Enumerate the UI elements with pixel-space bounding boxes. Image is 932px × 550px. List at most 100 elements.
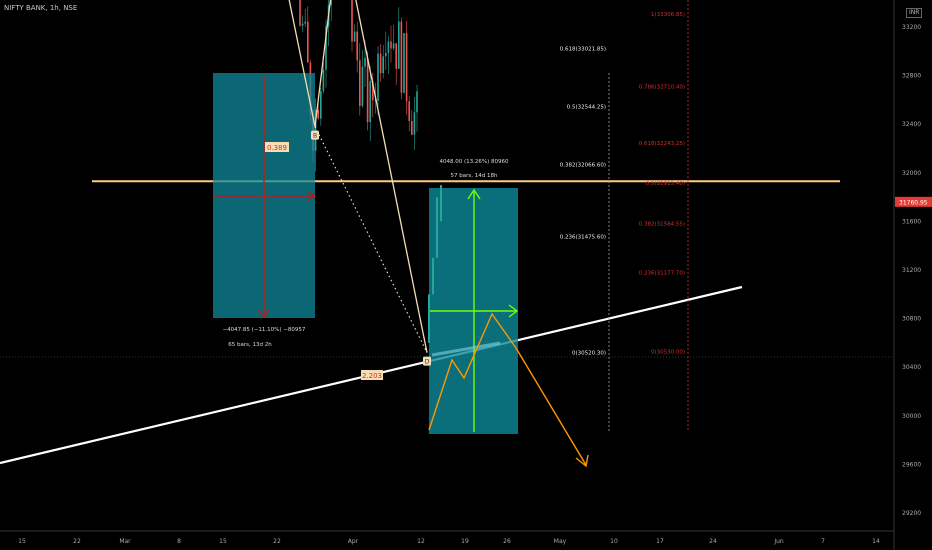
ratio-1: 2.203 <box>362 372 382 380</box>
candle-body-158 <box>411 120 413 135</box>
pattern-point-B-badge <box>311 130 319 140</box>
symbol-label: NIFTY BANK, 1h, NSE <box>4 4 78 12</box>
candle-body-124 <box>322 69 325 92</box>
pattern-bd-dotted <box>314 126 428 353</box>
candle-body-123 <box>320 91 322 119</box>
price-tick-13: 32400 <box>902 121 921 128</box>
currency-badge[interactable]: INR <box>906 8 923 18</box>
current-price-label: 31760.95 <box>899 199 928 206</box>
candle-body-147 <box>382 56 384 74</box>
recent-candle-0 <box>428 294 430 343</box>
measure-down-text: −4047.85 (−11.10%) −80957 <box>223 327 306 333</box>
ratio-badge-1 <box>361 370 383 380</box>
candle-body-125 <box>325 26 327 70</box>
time-label-9: 26 <box>503 538 511 545</box>
measure-up-right-arrow <box>508 304 519 318</box>
candle-body-116 <box>301 23 304 26</box>
candle-body-117 <box>304 21 306 24</box>
price-tick-19: 30000 <box>902 413 921 420</box>
measure-down-arrow <box>257 308 271 319</box>
measure-up-text: 4048.00 (13.26%) 80960 <box>440 159 510 165</box>
pattern-point-D-badge <box>423 356 431 366</box>
candle-body-160 <box>416 91 418 113</box>
ratio-0: 0.389 <box>267 144 287 152</box>
time-label-5: 22 <box>273 538 281 545</box>
candle-body-150 <box>390 41 392 49</box>
price-tick-11: 33200 <box>902 24 921 31</box>
candle-body-140 <box>364 57 366 67</box>
time-label-7: 12 <box>417 538 425 545</box>
candle-body-138 <box>359 60 361 106</box>
candle-body-135 <box>351 0 353 42</box>
candle-body-139 <box>361 66 364 106</box>
recent-candle-1 <box>432 257 434 295</box>
pattern-point-D: D <box>425 359 430 366</box>
fib-primary-5: 0.382(32066.60) <box>560 163 606 169</box>
price-tick-20: 29600 <box>902 461 921 468</box>
time-label-3: 8 <box>177 538 181 545</box>
time-label-4: 15 <box>219 538 227 545</box>
recent-candle-3 <box>440 184 442 222</box>
pattern-point-B: B <box>313 133 317 140</box>
price-tick-12: 32800 <box>902 73 921 80</box>
price-tick-15: 31600 <box>902 218 921 225</box>
current-price-badge <box>895 196 932 207</box>
time-label-10: May <box>554 538 567 545</box>
candle-body-144 <box>374 100 377 102</box>
pattern-leg-0 <box>288 0 316 127</box>
price-tick-18: 30400 <box>902 364 921 371</box>
candle-body-155 <box>403 33 405 93</box>
fib-secondary-2: 0.786(32710.40) <box>639 84 685 90</box>
price-tick-16: 31200 <box>902 267 921 274</box>
time-label-8: 19 <box>461 538 469 545</box>
candle-body-137 <box>356 31 358 61</box>
candle-body-127 <box>330 0 332 6</box>
candle-body-121 <box>314 109 317 151</box>
projection-arrow <box>575 454 589 468</box>
fib-secondary-7: 0(30530.00) <box>651 349 685 355</box>
ratio-badge-0 <box>265 142 289 152</box>
time-label-6: Apr <box>348 538 359 545</box>
candle-body-151 <box>392 43 395 49</box>
price-tick-14: 32000 <box>902 170 921 177</box>
time-label-16: 14 <box>872 538 880 545</box>
time-label-13: 24 <box>709 538 717 545</box>
measure-up-bars: 57 bars, 14d 18h <box>451 173 498 179</box>
time-label-2: Mar <box>119 538 131 545</box>
recovery-ribbon <box>431 341 501 357</box>
time-label-11: 10 <box>610 538 618 545</box>
candle-body-157 <box>408 101 410 121</box>
candle-body-159 <box>413 112 416 135</box>
fib-secondary-6: 0.236(31177.70) <box>639 271 685 277</box>
candle-body-153 <box>398 21 400 69</box>
fib-primary-6: 0.236(31475.60) <box>560 235 606 241</box>
candle-body-122 <box>317 109 319 119</box>
pattern-leg-2 <box>355 0 428 353</box>
time-label-1: 22 <box>73 538 81 545</box>
candle-body-142 <box>369 81 371 123</box>
candle-body-146 <box>379 53 382 74</box>
candle-body-143 <box>372 81 374 101</box>
candle-body-118 <box>307 21 309 63</box>
fib-secondary-3: 0.618(32243.25) <box>639 141 685 147</box>
fib-secondary-4: 0.5(31915.40) <box>646 181 685 187</box>
fib-secondary-5: 0.382(31584.55) <box>639 221 685 227</box>
candle-body-154 <box>400 21 403 93</box>
price-tick-21: 29200 <box>902 510 921 517</box>
fib-primary-7: 0(30520.30) <box>572 351 606 357</box>
time-label-0: 15 <box>18 538 26 545</box>
candle-body-136 <box>353 31 356 42</box>
candle-body-156 <box>405 33 408 102</box>
candle-body-148 <box>385 52 387 57</box>
candle-body-152 <box>395 43 397 69</box>
candle-body-149 <box>387 41 390 53</box>
measure-right-arrow <box>306 190 317 202</box>
measure-up-arrow <box>467 188 481 200</box>
fib-primary-4: 0.5(32544.25) <box>567 105 606 111</box>
pattern-leg-1 <box>314 0 332 127</box>
fib-secondary-1: 1(33306.85) <box>651 12 685 18</box>
time-label-12: 17 <box>656 538 664 545</box>
candle-body-115 <box>299 0 301 26</box>
fib-primary-3: 0.618(33021.85) <box>560 47 606 53</box>
